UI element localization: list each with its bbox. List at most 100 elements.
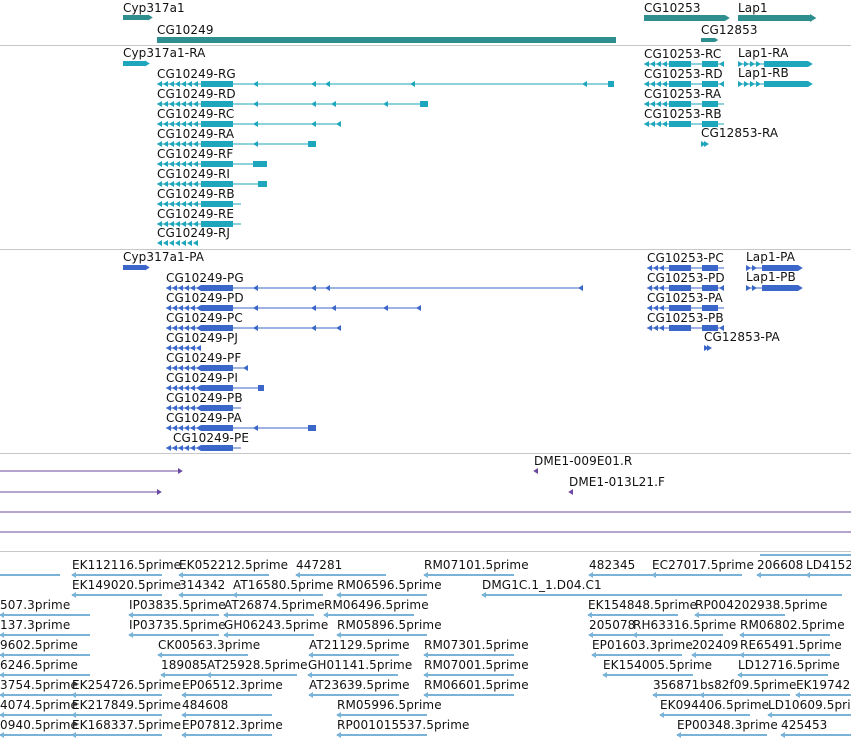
protein-exon[interactable] (746, 285, 751, 291)
protein-exon[interactable] (253, 425, 258, 431)
transcript-exon[interactable] (163, 240, 168, 246)
est-end[interactable] (659, 712, 664, 718)
transcript-exon[interactable] (331, 101, 336, 107)
est-feature[interactable] (72, 574, 162, 576)
est-feature[interactable] (796, 694, 851, 696)
protein-exon[interactable] (704, 345, 709, 351)
protein-exon[interactable] (311, 285, 316, 291)
transcript-exon[interactable] (336, 121, 341, 127)
protein-exon[interactable] (196, 345, 201, 351)
est-feature[interactable] (0, 654, 90, 656)
est-feature[interactable] (740, 654, 830, 656)
protein-feature[interactable] (123, 265, 145, 270)
est-feature[interactable] (72, 734, 162, 736)
transcript-exon[interactable] (719, 81, 724, 87)
transcript-exon[interactable] (253, 81, 258, 87)
transcript-exon[interactable] (308, 141, 316, 147)
est-end[interactable] (0, 612, 4, 618)
est-feature[interactable] (424, 674, 514, 676)
est-end[interactable] (181, 732, 186, 738)
est-feature[interactable] (296, 574, 386, 576)
gene-feature[interactable] (715, 38, 719, 42)
est-feature[interactable] (633, 634, 723, 636)
transcript-exon[interactable] (253, 101, 258, 107)
est-end[interactable] (691, 652, 696, 658)
protein-exon[interactable] (719, 285, 724, 291)
est-feature[interactable] (700, 694, 790, 696)
est-end[interactable] (323, 612, 328, 618)
transcript-exon[interactable] (253, 121, 258, 127)
est-feature[interactable] (129, 614, 219, 616)
est-end[interactable] (780, 732, 785, 738)
est-end[interactable] (308, 652, 313, 658)
est-end[interactable] (160, 672, 165, 678)
protein-exon[interactable] (707, 345, 712, 351)
est-end[interactable] (0, 712, 4, 718)
transcript-feature[interactable] (123, 61, 145, 66)
est-end[interactable] (128, 632, 133, 638)
transcript-exon[interactable] (383, 101, 388, 107)
est-end[interactable] (178, 572, 183, 578)
est-end[interactable] (699, 692, 704, 698)
est-feature[interactable] (129, 634, 219, 636)
est-feature[interactable] (652, 574, 742, 576)
protein-exon[interactable] (336, 325, 341, 331)
est-end[interactable] (181, 692, 186, 698)
protein-exon[interactable] (798, 285, 803, 291)
est-end[interactable] (0, 732, 4, 738)
est-feature[interactable] (309, 654, 399, 656)
est-end[interactable] (0, 632, 4, 638)
gene-feature[interactable] (725, 15, 730, 21)
transcript-exon[interactable] (181, 240, 186, 246)
est-end[interactable] (423, 652, 428, 658)
transcript-feature[interactable] (145, 60, 150, 67)
transcript-exon[interactable] (808, 61, 813, 67)
transcript-exon[interactable] (325, 81, 330, 87)
est-end[interactable] (178, 592, 183, 598)
est-feature[interactable] (0, 714, 90, 716)
est-feature[interactable] (692, 654, 782, 656)
est-end[interactable] (632, 632, 637, 638)
protein-exon[interactable] (746, 265, 751, 271)
est-end[interactable] (676, 732, 681, 738)
est-end[interactable] (232, 592, 237, 598)
est-end[interactable] (602, 672, 607, 678)
est-feature[interactable] (603, 674, 693, 676)
transcript-exon[interactable] (750, 61, 755, 67)
transcript-exon[interactable] (157, 240, 162, 246)
est-end[interactable] (805, 572, 810, 578)
gene-feature[interactable] (148, 14, 153, 21)
est-end[interactable] (206, 672, 211, 678)
est-end[interactable] (423, 672, 428, 678)
est-end[interactable] (737, 672, 742, 678)
clone-end[interactable] (178, 468, 183, 474)
est-end[interactable] (71, 732, 76, 738)
est-feature[interactable] (308, 674, 398, 676)
est-feature[interactable] (592, 654, 682, 656)
est-end[interactable] (308, 692, 313, 698)
est-end[interactable] (767, 712, 772, 718)
est-feature[interactable] (179, 574, 269, 576)
est-feature[interactable] (182, 694, 272, 696)
gene-feature[interactable] (123, 15, 148, 20)
est-end[interactable] (0, 692, 4, 698)
est-end[interactable] (71, 712, 76, 718)
transcript-exon[interactable] (808, 81, 813, 87)
est-feature[interactable] (424, 574, 514, 576)
transcript-exon[interactable] (420, 101, 428, 107)
est-feature[interactable] (224, 634, 314, 636)
est-feature[interactable] (233, 594, 323, 596)
est-end[interactable] (423, 572, 428, 578)
est-feature[interactable] (757, 574, 847, 576)
gene-feature[interactable] (810, 14, 817, 22)
est-end[interactable] (128, 612, 133, 618)
protein-exon[interactable] (311, 305, 316, 311)
est-end[interactable] (694, 612, 699, 618)
transcript-exon[interactable] (738, 61, 743, 67)
protein-exon[interactable] (243, 365, 248, 371)
transcript-exon[interactable] (410, 81, 415, 87)
protein-exon[interactable] (308, 425, 316, 431)
est-feature[interactable] (482, 594, 842, 596)
est-end[interactable] (588, 632, 593, 638)
protein-exon[interactable] (325, 285, 330, 291)
